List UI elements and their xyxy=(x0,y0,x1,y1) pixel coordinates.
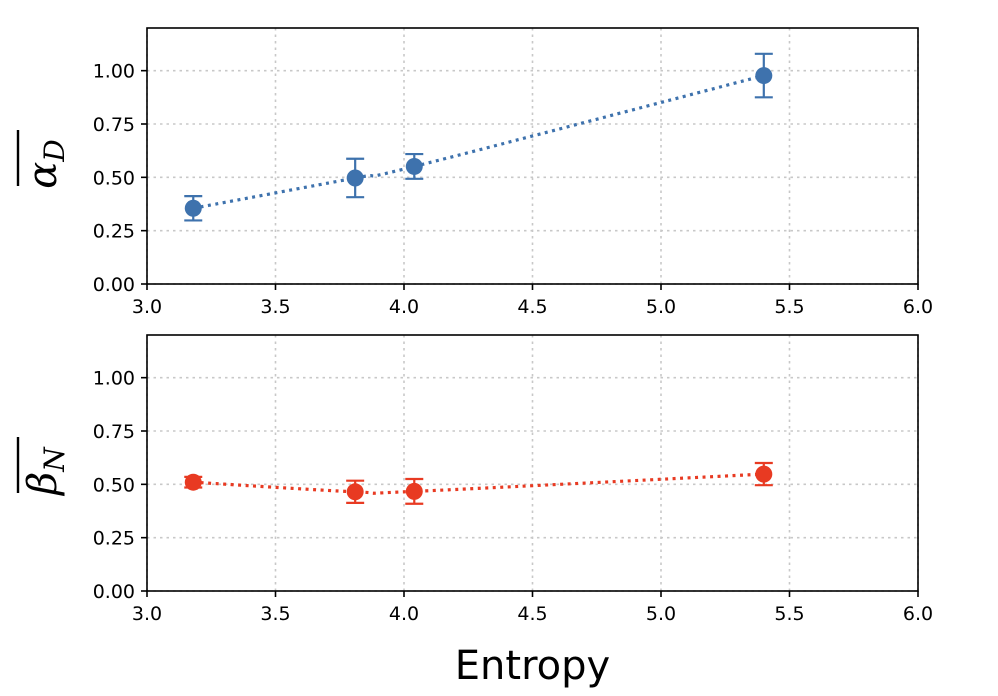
data-point xyxy=(405,157,423,175)
x-tick-label: 3.0 xyxy=(132,296,162,318)
x-tick-label: 6.0 xyxy=(903,603,933,625)
plot-frame xyxy=(146,334,919,592)
x-tick-label: 4.0 xyxy=(389,296,419,318)
y-tick-label: 0.75 xyxy=(93,421,135,443)
x-tick-label: 5.0 xyxy=(646,603,676,625)
data-point xyxy=(755,67,773,85)
data-point xyxy=(346,169,364,187)
x-tick-label: 4.0 xyxy=(389,603,419,625)
x-tick-label: 6.0 xyxy=(903,296,933,318)
top-panel: 3.0 3.5 4.0 4.5 5.0 5.5 6.0 0.00 0.25 0.50 0.75 1.0… xyxy=(16,27,933,318)
x-tick-label: 3.5 xyxy=(260,603,290,625)
x-tick-label: 5.0 xyxy=(646,296,676,318)
y-tick-label: 0.50 xyxy=(93,474,135,496)
y-tick-label: 0.25 xyxy=(93,528,135,550)
x-tick-label: 3.5 xyxy=(260,296,290,318)
y-tick-label: 0.50 xyxy=(93,167,135,189)
series-line-beta_N xyxy=(193,472,764,495)
y-tick-label: 1.00 xyxy=(93,368,135,390)
data-point xyxy=(346,483,364,501)
data-point xyxy=(755,465,773,483)
data-point xyxy=(405,482,423,500)
y-tick-label: 0.75 xyxy=(93,114,135,136)
x-axis-label: Entropy xyxy=(455,643,610,689)
y-tick-label: 1.00 xyxy=(93,61,135,83)
x-tick-label: 3.0 xyxy=(132,603,162,625)
x-tick-label: 4.5 xyxy=(517,603,547,625)
y-axis-label: αD xyxy=(16,130,71,189)
y-axis-label: βN xyxy=(16,437,71,497)
y-tick-label: 0.25 xyxy=(93,221,135,243)
plot-frame xyxy=(146,27,919,285)
x-tick-label: 5.5 xyxy=(774,296,804,318)
data-point xyxy=(184,199,202,217)
series-line-alpha_D xyxy=(192,74,765,210)
x-tick-label: 5.5 xyxy=(774,603,804,625)
y-tick-label: 0.00 xyxy=(93,581,135,603)
y-tick-label: 0.00 xyxy=(93,274,135,296)
bottom-panel: 3.0 3.5 4.0 4.5 5.0 5.5 6.0 0.00 0.25 0.50 0.75 1.0… xyxy=(16,334,933,689)
y-axis-label-text: αD xyxy=(20,139,71,188)
data-point xyxy=(184,473,202,491)
y-axis-label-text: βN xyxy=(20,446,71,497)
x-tick-label: 4.5 xyxy=(517,296,547,318)
